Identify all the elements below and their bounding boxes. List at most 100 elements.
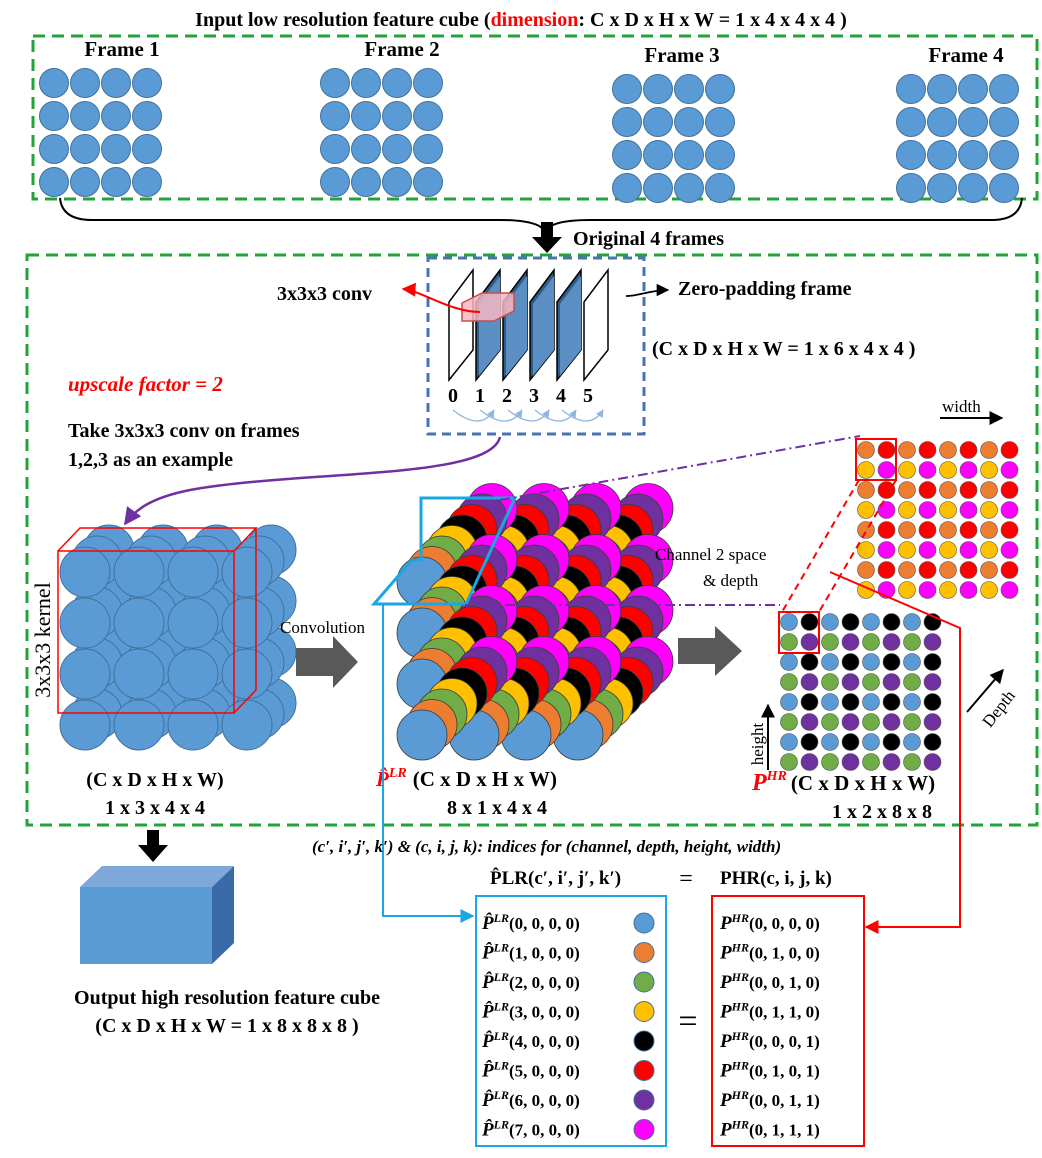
phr-front-cell (903, 653, 921, 671)
phr-back-cell (939, 541, 957, 559)
phr-front-cell (800, 653, 819, 671)
phr-front-cell (923, 693, 942, 711)
frame-1-cell (70, 134, 100, 164)
phr-front-cell (903, 613, 921, 631)
phr-back-cell (898, 521, 916, 539)
zero-padding-label: Zero-padding frame (678, 278, 852, 300)
mapping-rows: P̂LR(0, 0, 0, 0) PHR(0, 0, 0, 0) P̂LR(1, 0… (481, 911, 820, 1141)
frame-4-label: Frame 4 (928, 43, 1004, 67)
phr-front-cell (862, 693, 880, 711)
mapping-left-header: P̂LR(c′, i′, j′, k′) (490, 868, 621, 889)
frame-4-cell (958, 173, 988, 203)
phr-label: PHR (C x D x H x W) (751, 769, 935, 796)
frame-4-cell (896, 107, 926, 137)
phr-back-cell (939, 481, 957, 499)
phr-to-table-arrow (829, 571, 961, 934)
conv-kernel-block (461, 292, 515, 322)
frame-index-1: 1 (475, 385, 485, 407)
phr-front-cell (821, 733, 839, 751)
phr-front-cell (903, 693, 921, 711)
phr-back-cell (918, 441, 937, 459)
frame-1-cell (39, 68, 69, 98)
phr-front-cell (841, 693, 860, 711)
phr-front-cell (821, 753, 839, 771)
mapping-right-row: PHR(0, 0, 0, 0) (719, 911, 820, 934)
phr-front-cell (882, 633, 901, 651)
kernel-cell (113, 546, 165, 598)
frame-2-cell (320, 167, 350, 197)
frame-2-cell (351, 68, 381, 98)
frame-1-cell (132, 167, 162, 197)
phr-front-cell (841, 733, 860, 751)
phr-front-cell (800, 673, 819, 691)
purple-dashdot-top (499, 435, 861, 501)
frame-3-cell (705, 173, 735, 203)
phr-front-cell (800, 613, 819, 631)
plr-to-table-arrow (382, 604, 475, 923)
conv-frame-face (560, 276, 581, 376)
phr-front-cell (841, 713, 860, 731)
phr-back-cell (1000, 581, 1019, 599)
frame-2-cell (413, 68, 443, 98)
down-arrow-icon (532, 222, 562, 253)
phr-front-cell (862, 713, 880, 731)
frame-link-arrow (507, 409, 550, 422)
mapping-left-table (475, 895, 667, 1147)
mapping-color-dot (633, 1119, 655, 1140)
phr-front-cell (841, 753, 860, 771)
phr-back-cell (898, 481, 916, 499)
phr-front-cell (882, 733, 901, 751)
phr-front-cell (780, 713, 798, 731)
phr-front-cell (800, 693, 819, 711)
mapping-right-row: PHR(0, 0, 0, 1) (719, 1029, 820, 1052)
phr-front-cell (903, 753, 921, 771)
phr-back-cell (857, 461, 875, 479)
phr-back-cell (980, 561, 998, 579)
frame-3-cell (674, 74, 704, 104)
width-label: width (942, 397, 981, 416)
phr-front-cell (800, 733, 819, 751)
kernel-cell (221, 699, 273, 751)
frame-4-cell (896, 173, 926, 203)
phr-front-cell (882, 753, 901, 771)
phr-back-cell (918, 461, 937, 479)
conv-frame-panel (448, 267, 474, 383)
phr-front-cell (780, 673, 798, 691)
phr-back-cell (1000, 561, 1019, 579)
phr-front-cell (862, 733, 880, 751)
padded-dims-label: (C x D x H x W = 1 x 6 x 4 x 4 ) (652, 338, 915, 360)
frame-1-cell (39, 101, 69, 131)
phr-back-cell (918, 481, 937, 499)
frame-3-cell (705, 74, 735, 104)
frame-4-cell (896, 74, 926, 104)
conv-label: 3x3x3 conv (277, 283, 372, 305)
kernel-cube (59, 524, 297, 751)
phr-back-cell (980, 501, 998, 519)
mapping-left-row: P̂LR(5, 0, 0, 0) (481, 1059, 580, 1082)
plr-label: P̂LR (C x D x H x W) (375, 766, 557, 791)
phr-back-cell (857, 501, 875, 519)
phr-front-cell (800, 753, 819, 771)
conv-frame-face (479, 276, 500, 376)
phr-back-cell (939, 561, 957, 579)
frame-2-cell (320, 134, 350, 164)
top-title: Input low resolution feature cube (dimen… (195, 9, 847, 31)
mapping-color-dot (633, 1089, 655, 1111)
depth-arrow (966, 668, 1004, 713)
phr-front-cell (923, 713, 942, 731)
mapping-left-row: P̂LR(6, 0, 0, 0) (481, 1088, 580, 1111)
frame-2-cell (413, 167, 443, 197)
phr-back-cell (959, 541, 978, 559)
phr-front-cell (821, 713, 839, 731)
frame-4-cell (927, 140, 957, 170)
kernel-dims-line-1: (C x D x H x W) (86, 769, 223, 791)
back-grid-highlight (855, 438, 897, 481)
phr-back-cell (1000, 521, 1019, 539)
phr-front-cell (882, 673, 901, 691)
frame-4-cell (927, 173, 957, 203)
frame-2-cell (382, 101, 412, 131)
output-label-line-2: (C x D x H x W = 1 x 8 x 8 x 8 ) (95, 1015, 358, 1037)
frame-1-cell (70, 68, 100, 98)
phr-front-cell (821, 673, 839, 691)
phr-back-cell (980, 521, 998, 539)
